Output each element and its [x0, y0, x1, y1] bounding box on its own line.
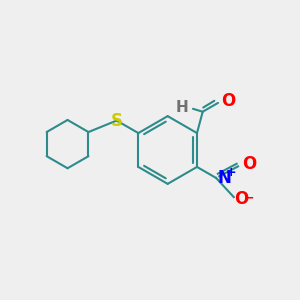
Text: N: N [218, 169, 232, 187]
Text: −: − [243, 191, 254, 204]
Text: +: + [226, 166, 236, 179]
Text: O: O [242, 155, 256, 173]
Text: O: O [234, 190, 249, 208]
Text: S: S [111, 112, 123, 130]
Text: O: O [221, 92, 235, 110]
Text: H: H [175, 100, 188, 115]
